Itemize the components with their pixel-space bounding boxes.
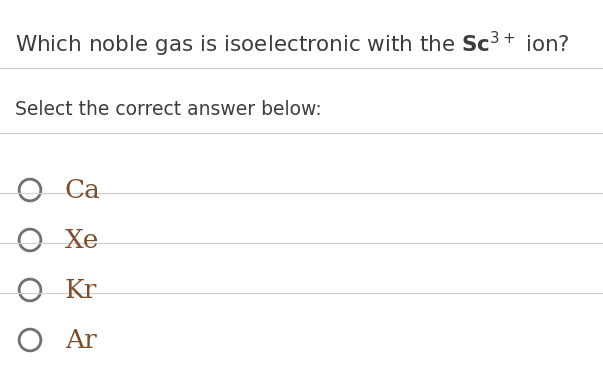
Text: Select the correct answer below:: Select the correct answer below: xyxy=(15,100,322,119)
Text: Kr: Kr xyxy=(65,277,97,303)
Text: Xe: Xe xyxy=(65,227,99,253)
Text: Which noble gas is isoelectronic with the $\mathbf{Sc}^{3+}$ ion?: Which noble gas is isoelectronic with th… xyxy=(15,30,570,59)
Text: Ca: Ca xyxy=(65,177,101,203)
Text: Ar: Ar xyxy=(65,327,96,353)
